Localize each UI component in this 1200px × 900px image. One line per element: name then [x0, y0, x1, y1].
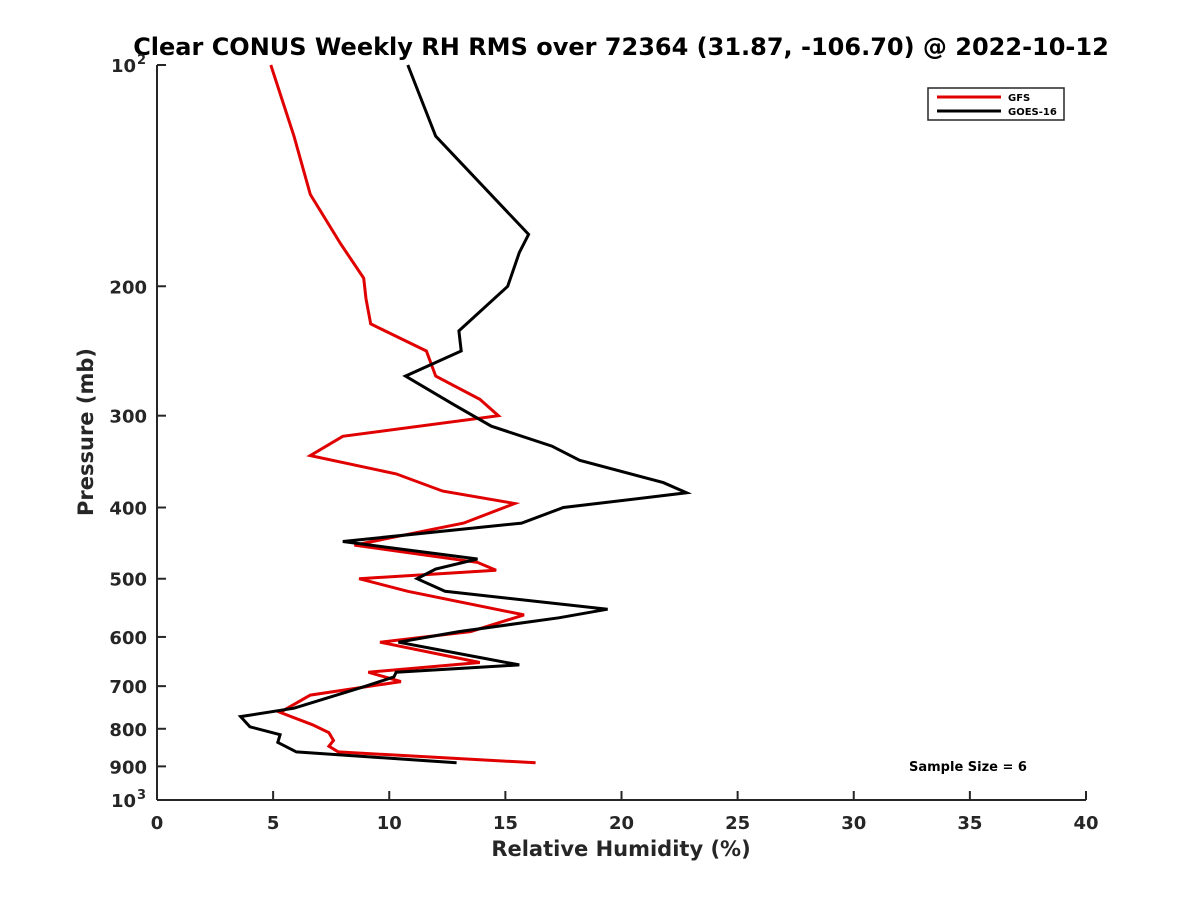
y-axis-label: Pressure (mb) [74, 348, 98, 516]
x-axis-label: Relative Humidity (%) [491, 837, 750, 861]
x-tick-label: 35 [957, 813, 982, 834]
y-tick-label: 600 [109, 628, 147, 649]
y-tick-label: 300 [109, 407, 147, 428]
x-tick-label: 10 [377, 813, 402, 834]
y-tick-label: 500 [109, 570, 147, 591]
x-tick-label: 5 [267, 813, 280, 834]
axes [156, 65, 1086, 801]
y-tick-label: 200 [109, 277, 147, 298]
chart-title: Clear CONUS Weekly RH RMS over 72364 (31… [133, 33, 1109, 61]
legend-box [927, 87, 1065, 121]
legend-label: GOES-16 [1008, 107, 1057, 118]
y-tick-label: 800 [109, 720, 147, 741]
y-tick-label: 10 [111, 791, 136, 812]
y-tick-label: 700 [109, 677, 147, 698]
legend-label: GFS [1008, 93, 1030, 104]
y-tick-label: 900 [109, 757, 147, 778]
x-tick-label: 15 [493, 813, 518, 834]
series-line-gfs [269, 64, 536, 765]
x-tick-label: 20 [609, 813, 634, 834]
plot-area [237, 64, 693, 765]
x-ticks: 0 5 10 15 20 25 30 35 40 [151, 791, 1099, 834]
x-tick-label: 25 [725, 813, 750, 834]
y-tick-exponent: 2 [137, 53, 146, 68]
series-line-goes-16 [237, 64, 693, 765]
series-layer [237, 64, 693, 765]
sample-size-annotation: Sample Size = 6 [909, 760, 1027, 775]
y-tick-exponent: 3 [137, 788, 146, 803]
legend: GFS GOES-16 [927, 87, 1065, 121]
y-tick-label: 400 [109, 499, 147, 520]
x-tick-label: 40 [1073, 813, 1098, 834]
x-tick-label: 30 [841, 813, 866, 834]
x-tick-label: 0 [151, 813, 164, 834]
y-tick-label: 10 [111, 56, 136, 77]
